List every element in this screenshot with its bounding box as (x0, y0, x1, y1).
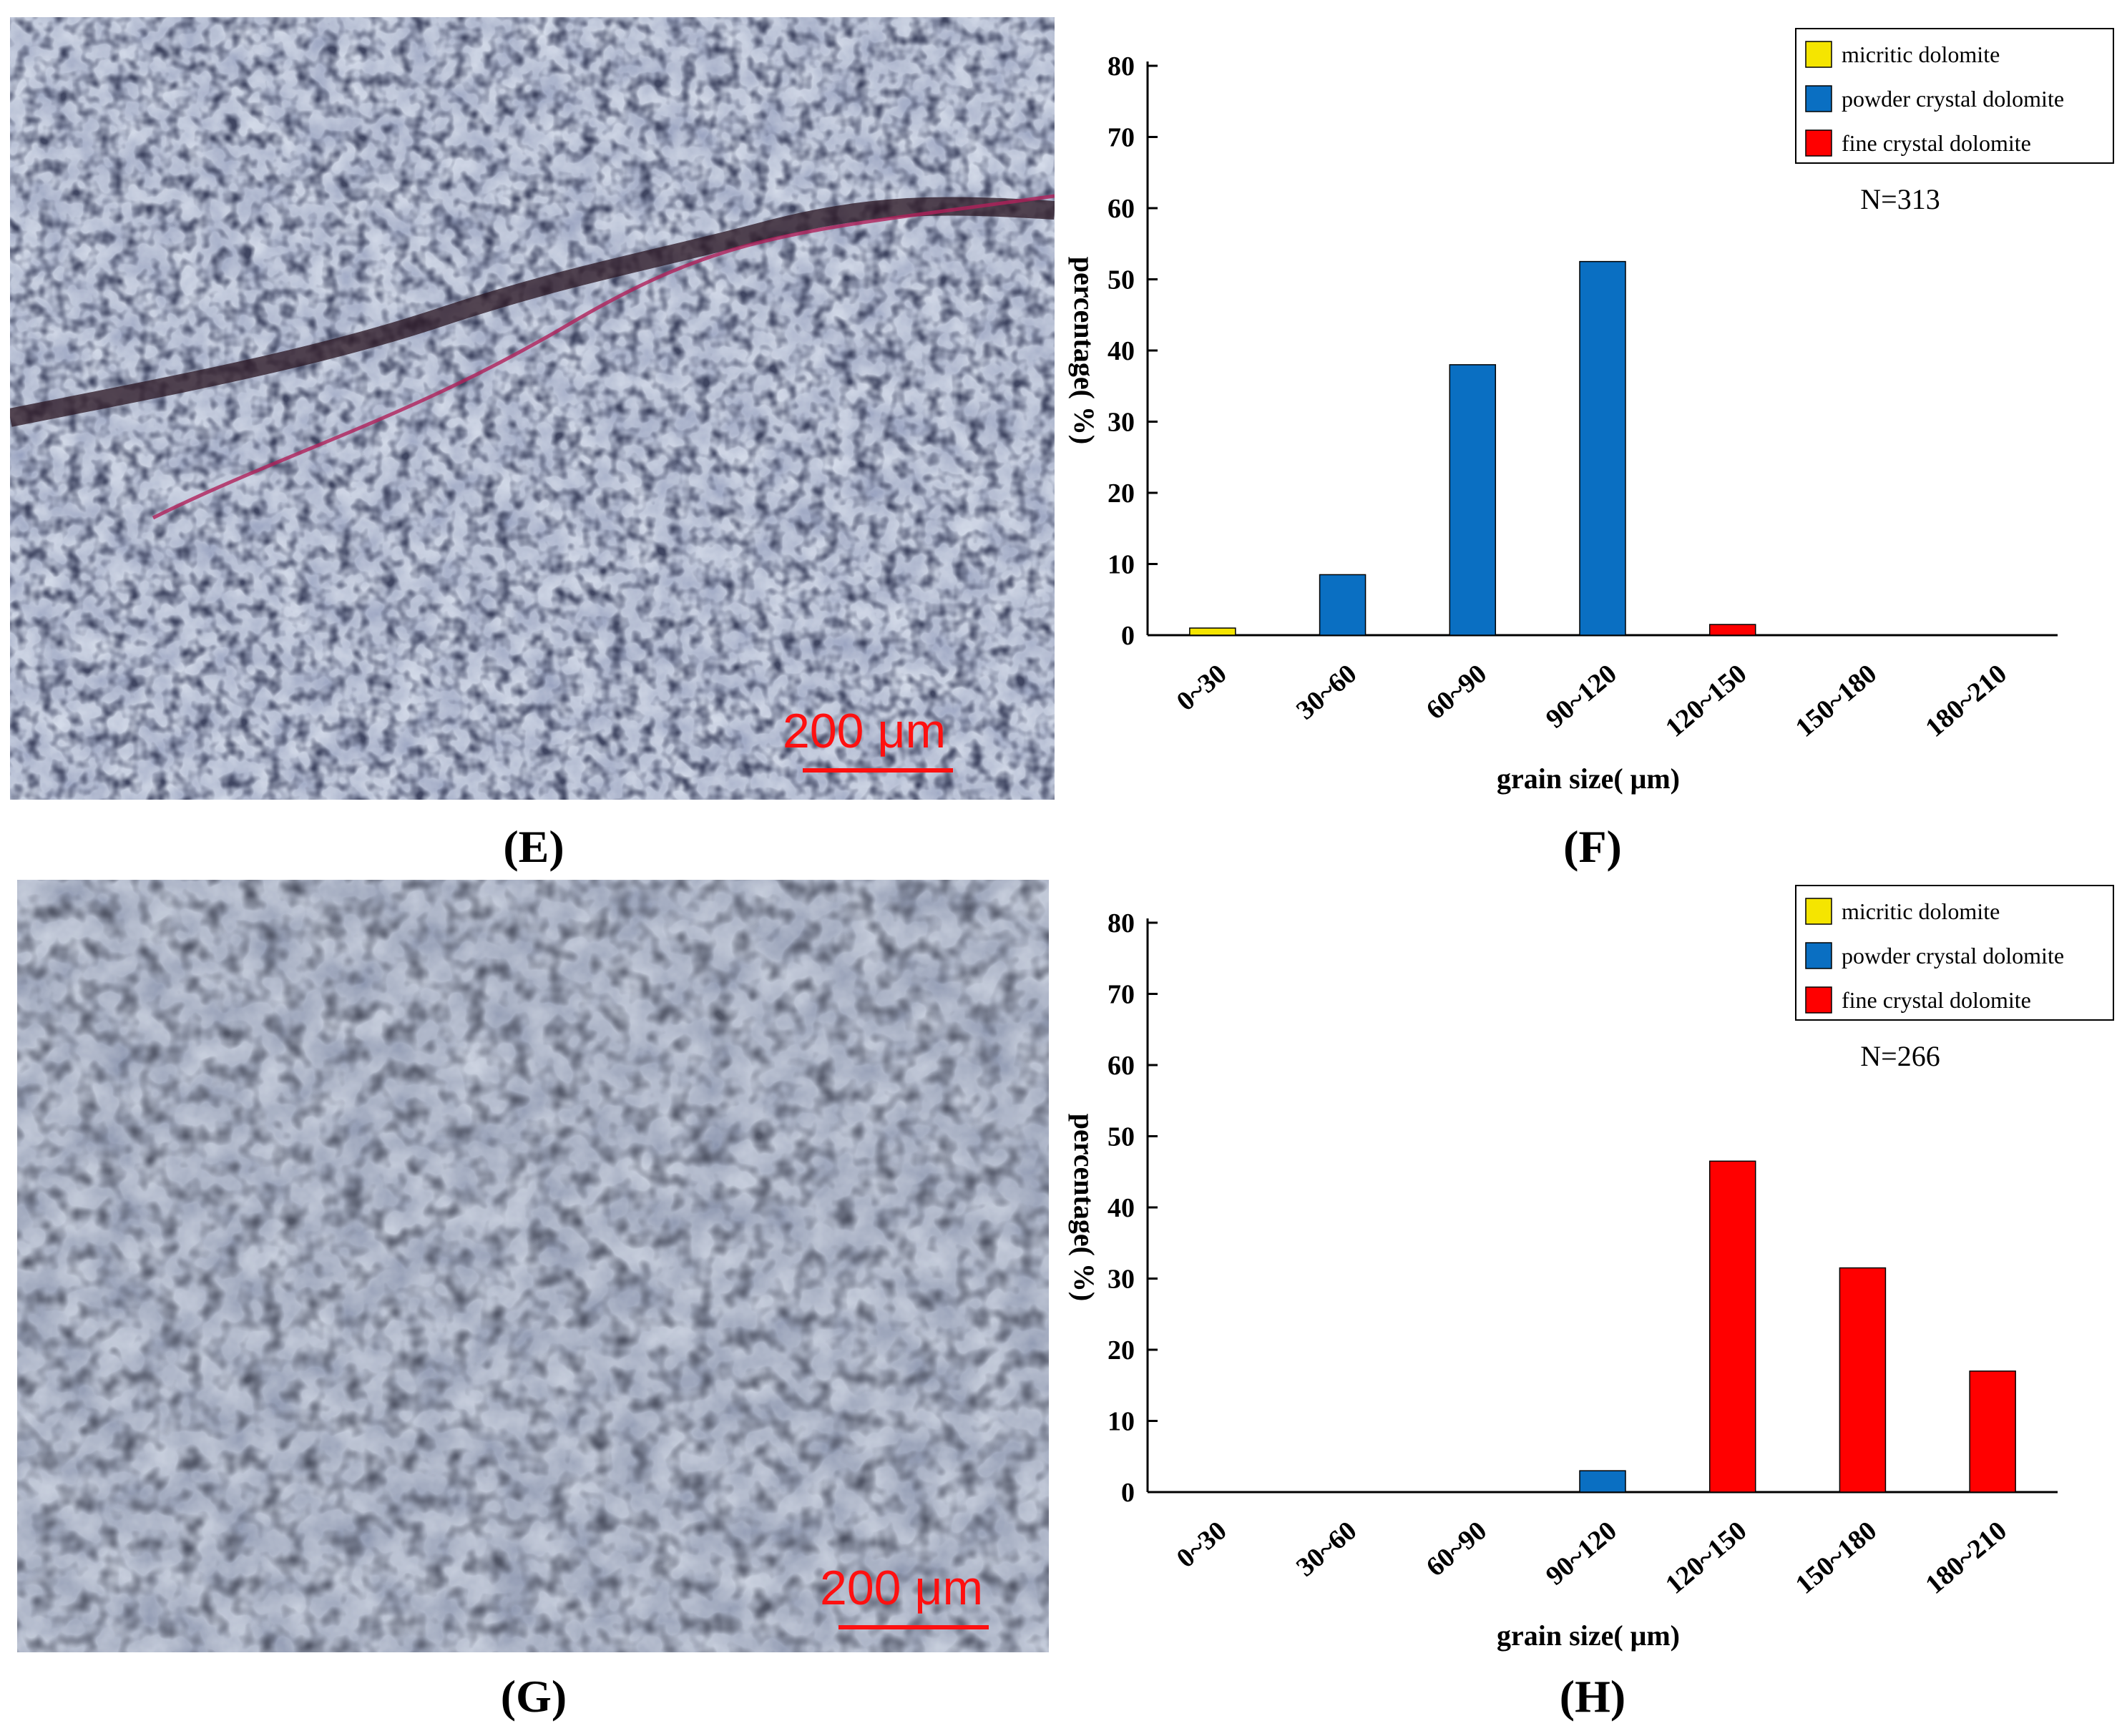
x-axis-title: grain size( μm) (1497, 1619, 1680, 1652)
sample-count-annotation: N=313 (1860, 183, 1940, 215)
y-tick-label: 20 (1108, 1335, 1135, 1365)
y-tick-label: 50 (1108, 1122, 1135, 1152)
micrograph-g-texture (17, 880, 1049, 1652)
x-tick-label: 0~30 (1171, 1516, 1233, 1574)
scalebar-label-g: 200 μm (820, 1561, 984, 1615)
y-tick-label: 10 (1108, 550, 1135, 580)
y-tick-label: 0 (1121, 1478, 1135, 1508)
y-tick-label: 20 (1108, 479, 1135, 509)
y-tick-label: 40 (1108, 336, 1135, 366)
bar-0~30 (1189, 627, 1236, 636)
x-tick-label: 60~90 (1421, 659, 1492, 726)
x-axis-title: grain size( μm) (1497, 762, 1680, 795)
legend-swatch (1805, 85, 1832, 112)
y-tick-label: 10 (1108, 1407, 1135, 1437)
legend-swatch (1805, 986, 1832, 1014)
x-tick-label: 150~180 (1790, 1516, 1882, 1600)
micrograph-e (10, 17, 1055, 800)
y-tick-label: 70 (1108, 980, 1135, 1010)
x-tick-label: 120~150 (1660, 1516, 1752, 1600)
legend-swatch (1805, 942, 1832, 969)
scalebar-label-e: 200 μm (783, 704, 947, 758)
panel-label-f: (F) (1563, 821, 1622, 872)
legend-swatch (1805, 41, 1832, 68)
y-tick-label: 80 (1108, 52, 1135, 82)
scalebar-line-g (838, 1625, 989, 1629)
legend-label: fine crystal dolomite (1842, 130, 2031, 156)
x-tick-label: 90~120 (1540, 659, 1623, 735)
y-tick-label: 40 (1108, 1193, 1135, 1223)
bar-90~120 (1579, 1470, 1626, 1493)
y-tick-label: 50 (1108, 265, 1135, 295)
legend-swatch (1805, 129, 1832, 157)
bar-150~180 (1839, 1267, 1887, 1493)
bar-60~90 (1449, 364, 1497, 636)
y-axis-title: percentage( %) (1068, 257, 1100, 445)
chart-f-svg: 0 10 20 30 40 50 60 70 80 0~30 30~60 60~90 90~120 120… (1068, 28, 2114, 795)
bar-90~120 (1579, 260, 1626, 636)
panel-label-h: (H) (1559, 1671, 1626, 1722)
micrograph-e-texture (10, 17, 1055, 800)
x-tick-label: 0~30 (1171, 659, 1233, 717)
x-tick-label: 180~210 (1920, 1516, 2012, 1600)
chart-h-svg: 0 10 20 30 40 50 60 70 80 0~30 30~60 60~90 90~120 120… (1068, 885, 2114, 1652)
y-tick-label: 70 (1108, 123, 1135, 153)
y-tick-label: 30 (1108, 1265, 1135, 1295)
x-tick-label: 120~150 (1660, 659, 1752, 743)
legend-swatch (1805, 898, 1832, 925)
x-tick-label: 30~60 (1291, 1516, 1362, 1583)
legend-box (1795, 28, 2114, 164)
bar-30~60 (1319, 574, 1366, 636)
x-tick-label: 60~90 (1421, 1516, 1492, 1583)
legend-label: powder crystal dolomite (1842, 86, 2064, 112)
panel-label-g: (G) (500, 1671, 567, 1722)
scalebar-line-e (803, 768, 953, 773)
chart-h: 0 10 20 30 40 50 60 70 80 0~30 30~60 60~90 90~120 120… (1059, 871, 2122, 1672)
y-tick-label: 60 (1108, 194, 1135, 224)
panel-label-e: (E) (503, 821, 564, 872)
y-tick-label: 30 (1108, 408, 1135, 438)
x-tick-label: 30~60 (1291, 659, 1362, 726)
x-tick-label: 90~120 (1540, 1516, 1623, 1592)
legend-label: micritic dolomite (1842, 41, 2000, 67)
legend-box (1795, 885, 2114, 1021)
micrograph-g (17, 880, 1049, 1652)
y-tick-label: 80 (1108, 908, 1135, 938)
sample-count-annotation: N=266 (1860, 1040, 1940, 1072)
legend-label: powder crystal dolomite (1842, 943, 2064, 968)
bar-120~150 (1708, 1160, 1756, 1493)
bar-120~150 (1708, 624, 1756, 636)
y-tick-label: 0 (1121, 621, 1135, 651)
y-axis-title: percentage( %) (1068, 1114, 1100, 1302)
x-tick-label: 180~210 (1920, 659, 2012, 743)
legend-label: fine crystal dolomite (1842, 987, 2031, 1013)
chart-f: 0 10 20 30 40 50 60 70 80 0~30 30~60 60~90 90~120 120… (1059, 14, 2122, 815)
x-tick-label: 150~180 (1790, 659, 1882, 743)
legend-label: micritic dolomite (1842, 898, 2000, 924)
bar-180~210 (1969, 1370, 2016, 1493)
y-tick-label: 60 (1108, 1051, 1135, 1081)
